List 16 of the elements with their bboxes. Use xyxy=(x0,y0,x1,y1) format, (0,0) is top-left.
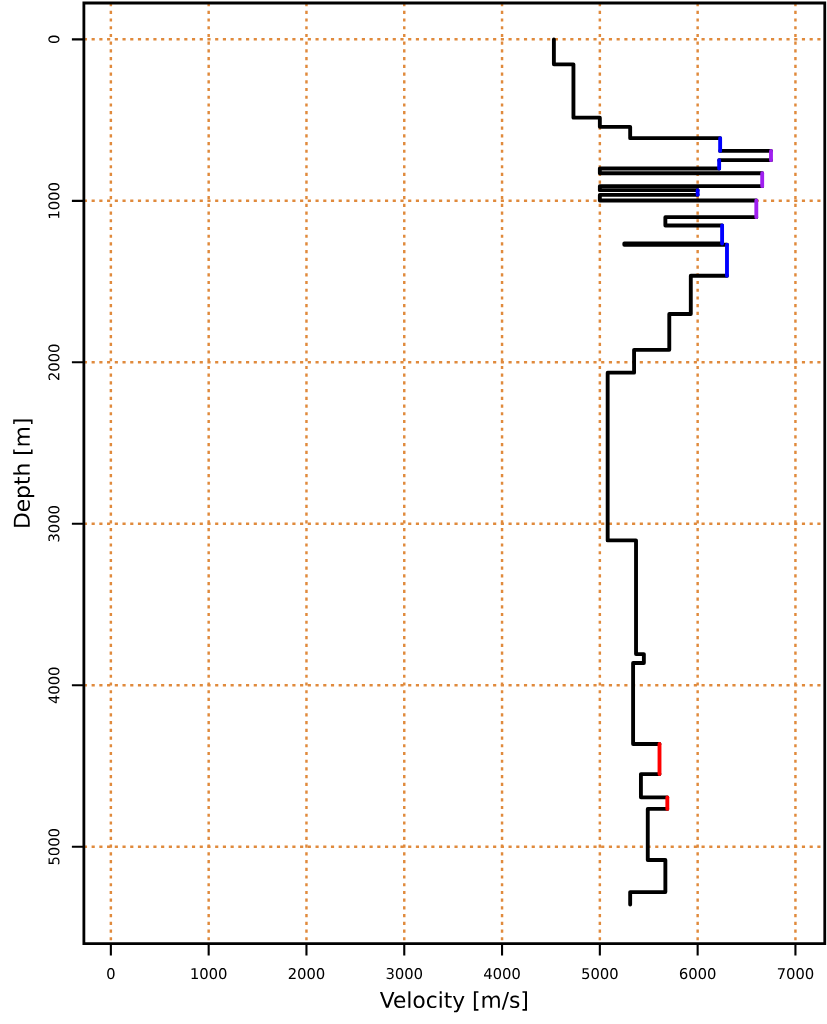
x-tick-label: 5000 xyxy=(582,967,618,980)
y-tick-label: 5000 xyxy=(48,828,60,865)
x-tick-label: 0 xyxy=(107,967,115,980)
y-tick-label: 4000 xyxy=(48,667,60,704)
x-tick-label: 7000 xyxy=(778,967,814,980)
y-axis-title: Depth [m] xyxy=(13,419,35,527)
y-tick-label: 2000 xyxy=(48,344,60,380)
y-tick-label: 1000 xyxy=(48,183,60,218)
x-tick-label: 4000 xyxy=(484,967,520,980)
x-tick-label: 3000 xyxy=(386,967,423,980)
x-tick-label: 6000 xyxy=(680,967,716,980)
x-tick-label: 2000 xyxy=(288,967,325,980)
x-axis-title: Velocity [m/s] xyxy=(380,991,528,1013)
y-tick-label: 0 xyxy=(48,35,60,44)
y-tick-label: 3000 xyxy=(48,505,60,542)
x-tick-label: 1000 xyxy=(191,967,227,980)
